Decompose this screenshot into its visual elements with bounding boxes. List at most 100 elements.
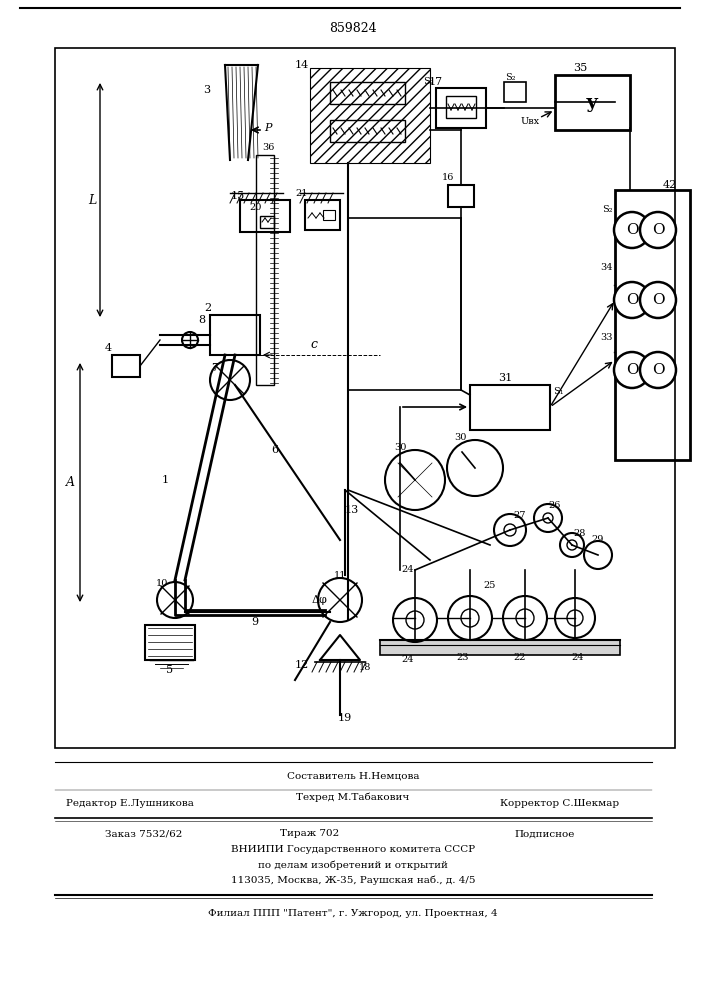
- Circle shape: [448, 596, 492, 640]
- Text: 24: 24: [402, 656, 414, 664]
- Text: L: L: [88, 194, 96, 207]
- Text: S₂: S₂: [602, 206, 612, 215]
- Circle shape: [447, 440, 503, 496]
- Text: 9: 9: [252, 617, 259, 627]
- Text: 19: 19: [338, 713, 352, 723]
- Bar: [504, 82, 526, 102]
- Text: 11: 11: [334, 572, 346, 580]
- Bar: [615, 190, 690, 460]
- Text: O: O: [626, 223, 638, 237]
- Circle shape: [560, 533, 584, 557]
- Circle shape: [555, 598, 595, 638]
- Text: A: A: [66, 476, 74, 488]
- Circle shape: [494, 514, 526, 546]
- Circle shape: [584, 541, 612, 569]
- Text: O: O: [652, 223, 665, 237]
- Bar: [310, 68, 430, 163]
- Circle shape: [318, 578, 362, 622]
- Bar: [305, 200, 340, 230]
- Circle shape: [461, 609, 479, 627]
- Text: 30: 30: [394, 444, 407, 452]
- Text: 2: 2: [204, 303, 211, 313]
- Text: 5: 5: [166, 665, 173, 675]
- Circle shape: [534, 504, 562, 532]
- Text: 8: 8: [199, 315, 206, 325]
- Text: Техред М.Табакович: Техред М.Табакович: [296, 792, 409, 802]
- Text: 18: 18: [359, 664, 371, 672]
- Circle shape: [406, 611, 424, 629]
- Text: 13: 13: [345, 505, 359, 515]
- Circle shape: [157, 582, 193, 618]
- Circle shape: [640, 352, 676, 388]
- Text: 24: 24: [402, 566, 414, 574]
- Text: Подписное: Подписное: [515, 830, 575, 838]
- Text: 21: 21: [296, 190, 308, 198]
- Circle shape: [516, 609, 534, 627]
- Text: Uвх: Uвх: [520, 117, 539, 126]
- Text: O: O: [626, 293, 638, 307]
- Text: 25: 25: [484, 580, 496, 589]
- Circle shape: [504, 524, 516, 536]
- Text: 35: 35: [573, 63, 587, 73]
- Text: P: P: [264, 123, 271, 133]
- Text: 36: 36: [262, 143, 274, 152]
- Text: 42: 42: [663, 180, 677, 190]
- Text: 7: 7: [211, 363, 218, 373]
- Text: 3: 3: [204, 85, 211, 95]
- Text: 20: 20: [250, 204, 262, 213]
- Bar: [55, 48, 675, 748]
- Bar: [112, 355, 140, 377]
- Text: 16: 16: [442, 174, 454, 182]
- Circle shape: [210, 360, 250, 400]
- Text: 24: 24: [572, 654, 584, 662]
- Circle shape: [385, 450, 445, 510]
- Text: 4: 4: [105, 343, 112, 353]
- Text: 28: 28: [574, 528, 586, 538]
- Bar: [436, 88, 486, 128]
- Text: Δφ: Δφ: [312, 595, 328, 605]
- Text: 22: 22: [514, 654, 526, 662]
- Circle shape: [567, 610, 583, 626]
- Text: 23: 23: [457, 654, 469, 662]
- Text: 31: 31: [498, 373, 512, 383]
- Text: 34: 34: [601, 263, 613, 272]
- Bar: [210, 315, 260, 355]
- Bar: [555, 75, 630, 130]
- Text: 859824: 859824: [329, 21, 377, 34]
- Circle shape: [640, 282, 676, 318]
- Text: O: O: [652, 293, 665, 307]
- Text: 26: 26: [549, 500, 561, 510]
- Text: 113035, Москва, Ж-35, Раушская наб., д. 4/5: 113035, Москва, Ж-35, Раушская наб., д. …: [230, 875, 475, 885]
- Text: Корректор С.Шекмар: Корректор С.Шекмар: [501, 800, 619, 808]
- Circle shape: [640, 212, 676, 248]
- Text: S₁: S₁: [553, 387, 563, 396]
- Text: Тираж 702: Тираж 702: [281, 830, 339, 838]
- Bar: [330, 120, 405, 142]
- Text: S₂: S₂: [423, 78, 433, 87]
- Bar: [323, 210, 335, 220]
- Bar: [260, 216, 274, 228]
- Text: по делам изобретений и открытий: по делам изобретений и открытий: [258, 860, 448, 870]
- Text: S₂: S₂: [505, 74, 515, 83]
- Bar: [145, 625, 195, 660]
- Text: 29: 29: [592, 536, 604, 544]
- Text: 14: 14: [295, 60, 309, 70]
- Text: Заказ 7532/62: Заказ 7532/62: [105, 830, 182, 838]
- Circle shape: [393, 598, 437, 642]
- Bar: [330, 82, 405, 104]
- Circle shape: [614, 212, 650, 248]
- Circle shape: [567, 540, 577, 550]
- Text: 6: 6: [271, 445, 279, 455]
- Text: 12: 12: [295, 660, 309, 670]
- Text: 1: 1: [161, 475, 168, 485]
- Text: Филиал ППП "Патент", г. Ужгород, ул. Проектная, 4: Филиал ППП "Патент", г. Ужгород, ул. Про…: [208, 910, 498, 918]
- Text: O: O: [652, 363, 665, 377]
- Text: 17: 17: [429, 77, 443, 87]
- Text: O: O: [626, 363, 638, 377]
- Bar: [240, 200, 290, 232]
- Text: 30: 30: [454, 434, 466, 442]
- Text: ВНИИПИ Государственного комитета СССР: ВНИИПИ Государственного комитета СССР: [231, 846, 475, 854]
- Text: 10: 10: [156, 580, 168, 588]
- Text: у: у: [586, 94, 598, 112]
- Circle shape: [182, 332, 198, 348]
